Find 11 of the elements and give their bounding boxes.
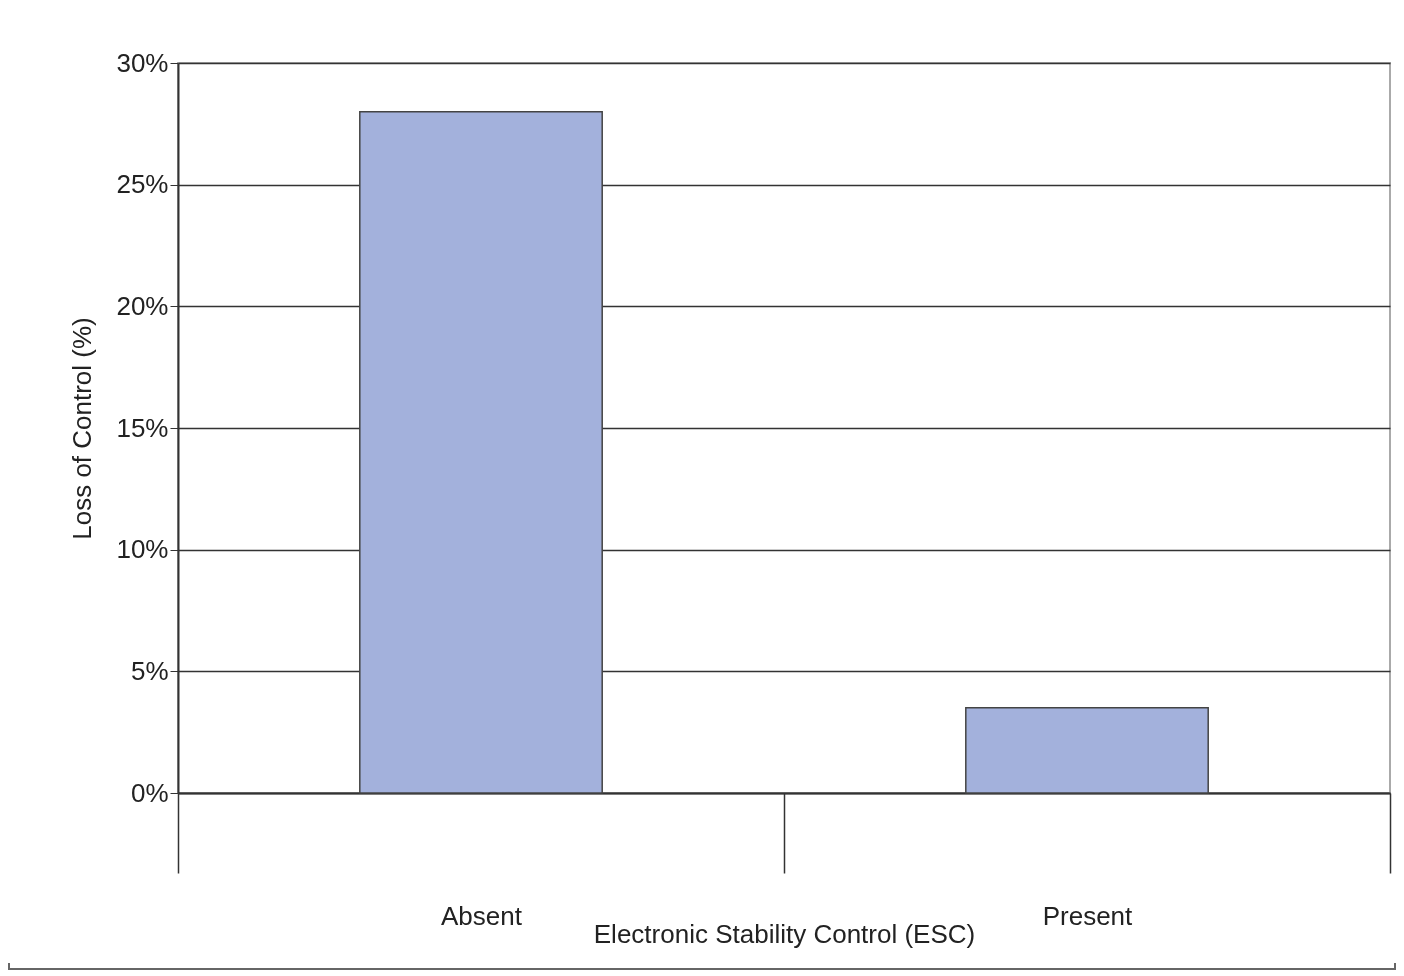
y-tick-label: 0%: [130, 777, 169, 808]
y-axis-title: Loss of Control (%): [67, 317, 98, 540]
x-tick-label: Absent: [441, 900, 523, 931]
y-tick-label: 25%: [116, 169, 169, 200]
x-tick-label: Present: [1042, 900, 1134, 931]
y-tick-label: 30%: [116, 47, 169, 78]
y-tick-label: 15%: [116, 412, 169, 443]
y-tick-label: 10%: [116, 534, 169, 565]
x-axis-title: Electronic Stability Control (ESC): [593, 918, 976, 949]
y-tick-label: 20%: [116, 290, 169, 321]
y-tick-label: 5%: [130, 655, 169, 686]
